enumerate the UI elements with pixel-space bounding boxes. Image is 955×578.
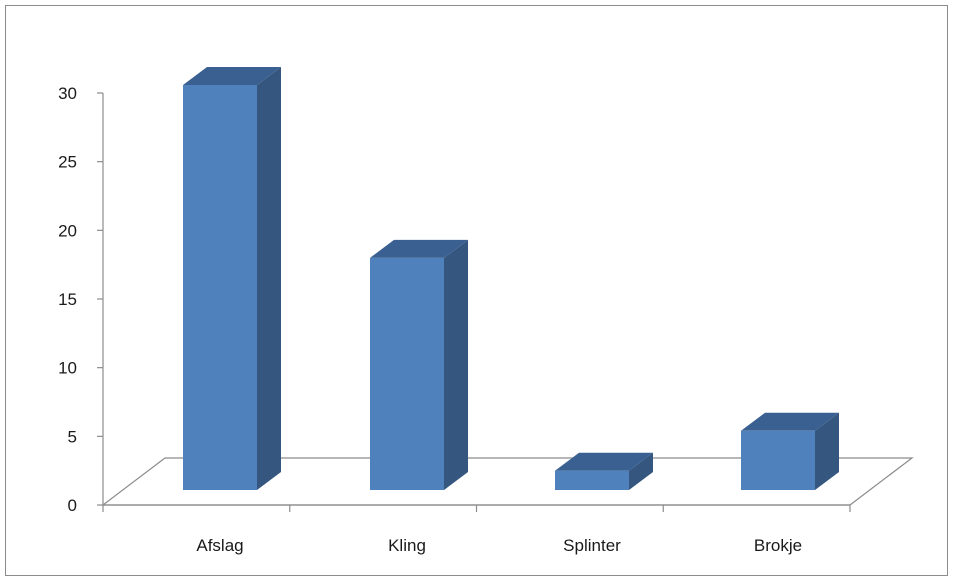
bar	[183, 67, 281, 490]
bar-side	[815, 412, 839, 490]
bar	[555, 452, 653, 490]
y-tick-label: 25	[58, 153, 77, 172]
bar	[741, 412, 839, 490]
bars	[183, 67, 839, 490]
bar-top	[741, 412, 839, 431]
bar-front	[370, 257, 444, 490]
y-tick-label: 5	[68, 427, 77, 446]
x-tick-label: Afslag	[196, 536, 243, 555]
y-tick-label: 20	[58, 221, 77, 240]
bar	[370, 239, 468, 490]
y-tick-label: 15	[58, 290, 77, 309]
bar-side	[257, 67, 281, 490]
x-tick-label: Brokje	[754, 536, 802, 555]
bar-top	[370, 239, 468, 258]
y-axis: 0 5 10 15 20 25 30	[58, 84, 104, 515]
y-tick-label: 0	[68, 496, 77, 515]
bar-front	[183, 85, 257, 490]
bar-top	[555, 452, 653, 471]
bar-side	[629, 452, 653, 490]
bar-top	[183, 67, 281, 85]
x-tick-label: Splinter	[563, 536, 621, 555]
y-tick-label: 30	[58, 84, 77, 103]
bar-front	[555, 470, 629, 490]
bar-side	[444, 239, 468, 490]
x-axis: Afslag Kling Splinter Brokje	[102, 504, 851, 555]
y-tick-label: 10	[58, 359, 77, 378]
x-tick-label: Kling	[388, 536, 426, 555]
bar-front	[741, 430, 815, 490]
